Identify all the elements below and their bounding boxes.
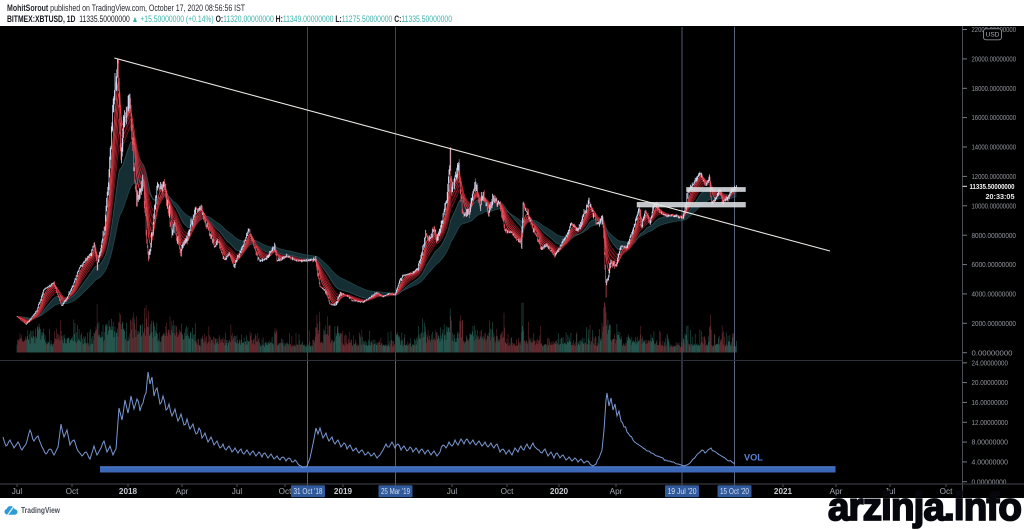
svg-text:Oct: Oct <box>940 487 953 496</box>
svg-text:Jul: Jul <box>12 487 23 496</box>
svg-text:Jul: Jul <box>447 487 458 496</box>
svg-text:Oct: Oct <box>279 487 292 496</box>
svg-text:2020: 2020 <box>550 487 569 496</box>
svg-text:0.00000000: 0.00000000 <box>972 348 1013 357</box>
svg-text:USD: USD <box>986 32 1000 39</box>
svg-text:4.00000000: 4.00000000 <box>972 458 1009 467</box>
svg-text:2000.00000000: 2000.00000000 <box>972 319 1017 328</box>
svg-text:16.00000000: 16.00000000 <box>972 398 1009 407</box>
svg-text:19 Jul '20: 19 Jul '20 <box>668 487 697 496</box>
svg-text:14000.00000000: 14000.00000000 <box>972 143 1017 152</box>
svg-text:25 Mar '19: 25 Mar '19 <box>381 487 410 496</box>
svg-text:8000.00000000: 8000.00000000 <box>972 231 1017 240</box>
svg-text:8.00000000: 8.00000000 <box>972 438 1009 447</box>
svg-text:20000.00000000: 20000.00000000 <box>972 55 1017 64</box>
svg-text:Apr: Apr <box>830 487 843 496</box>
svg-text:0.00000000: 0.00000000 <box>972 477 1007 486</box>
svg-text:4000.00000000: 4000.00000000 <box>972 290 1017 299</box>
svg-text:20:33:05: 20:33:05 <box>986 192 1016 201</box>
svg-text:Jul: Jul <box>885 487 896 496</box>
svg-text:Apr: Apr <box>176 487 189 496</box>
svg-text:2019: 2019 <box>334 487 353 496</box>
svg-text:Oct: Oct <box>66 487 79 496</box>
svg-text:11335.50000000: 11335.50000000 <box>970 182 1015 191</box>
svg-text:24.00000000: 24.00000000 <box>972 358 1009 367</box>
svg-text:Jul: Jul <box>232 487 243 496</box>
svg-text:12.00000000: 12.00000000 <box>972 418 1009 427</box>
svg-text:VOL: VOL <box>744 453 763 463</box>
svg-text:2018: 2018 <box>119 487 138 496</box>
svg-text:10000.00000000: 10000.00000000 <box>972 201 1017 210</box>
svg-text:Apr: Apr <box>610 487 623 496</box>
svg-text:16000.00000000: 16000.00000000 <box>972 113 1017 122</box>
svg-text:15 Oct '20: 15 Oct '20 <box>720 487 749 496</box>
svg-text:18000.00000000: 18000.00000000 <box>972 84 1017 93</box>
svg-text:12000.00000000: 12000.00000000 <box>972 172 1017 181</box>
svg-text:2021: 2021 <box>774 487 793 496</box>
svg-text:Oct: Oct <box>501 487 514 496</box>
svg-text:31 Oct '18: 31 Oct '18 <box>294 487 323 496</box>
svg-text:6000.00000000: 6000.00000000 <box>972 260 1017 269</box>
svg-text:20.00000000: 20.00000000 <box>972 378 1009 387</box>
